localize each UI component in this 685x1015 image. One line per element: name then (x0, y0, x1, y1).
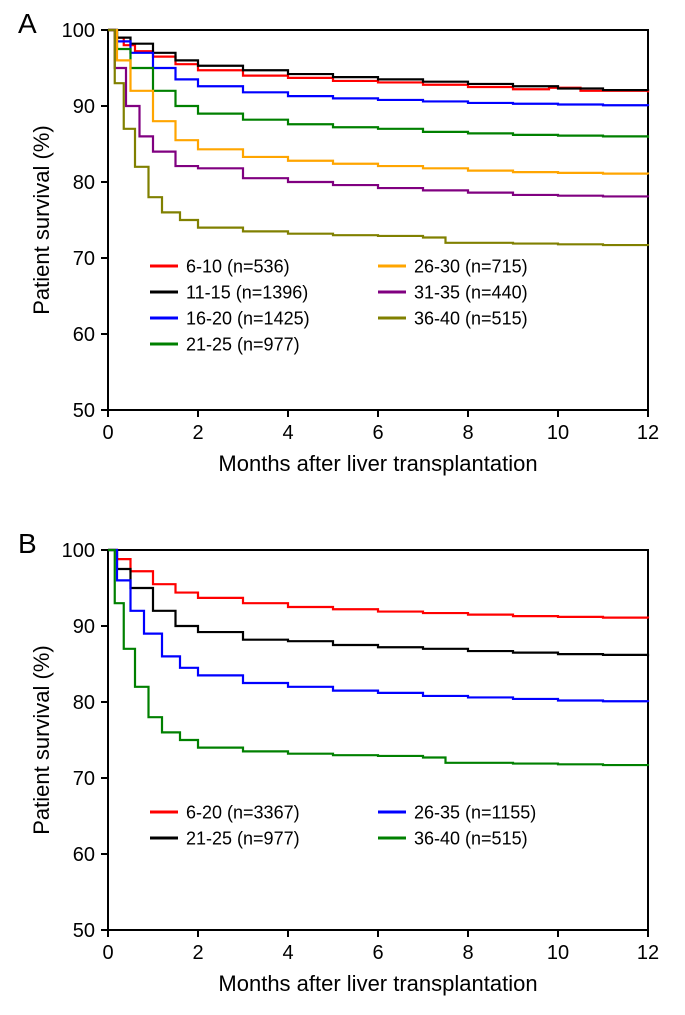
survival-curve (108, 550, 648, 656)
legend-label: 6-10 (n=536) (186, 256, 290, 276)
legend-label: 31-35 (n=440) (414, 282, 528, 302)
x-tick-label: 4 (282, 942, 293, 964)
y-tick-label: 60 (73, 324, 95, 346)
x-tick-label: 12 (637, 942, 659, 964)
y-axis-label: Patient survival (%) (29, 645, 54, 835)
survival-curve (108, 30, 648, 138)
x-tick-label: 6 (372, 942, 383, 964)
panel-b-chart: 0 2 4 6 8 10 12 50 60 70 80 90 100 Months after liver… (0, 520, 685, 1015)
x-tick-label: 10 (547, 942, 569, 964)
panel-a-label: A (18, 8, 37, 40)
legend-label: 26-35 (n=1155) (414, 802, 536, 822)
survival-curve (108, 30, 648, 246)
survival-curve (108, 550, 648, 766)
x-tick-label: 6 (372, 422, 383, 444)
x-tick-label: 4 (282, 422, 293, 444)
y-tick-label: 90 (73, 96, 95, 118)
x-tick-label: 0 (102, 942, 113, 964)
y-tick-label: 100 (62, 540, 95, 562)
legend-label: 21-25 (n=977) (186, 334, 300, 354)
y-tick-label: 90 (73, 616, 95, 638)
legend-label: 26-30 (n=715) (414, 256, 528, 276)
y-tick-label: 50 (73, 400, 95, 422)
y-tick-label: 70 (73, 248, 95, 270)
x-tick-label: 8 (462, 942, 473, 964)
survival-curve (108, 30, 648, 106)
x-tick-label: 2 (192, 942, 203, 964)
x-tick-label: 0 (102, 422, 113, 444)
x-axis-label: Months after liver transplantation (218, 451, 537, 476)
legend-label: 36-40 (n=515) (414, 828, 528, 848)
x-axis-label: Months after liver transplantation (218, 971, 537, 996)
y-tick-label: 100 (62, 20, 95, 42)
panel-b: B 0 2 4 6 8 10 12 50 60 70 80 90 100 Months after liv… (0, 520, 685, 1015)
legend-label: 16-20 (n=1425) (186, 308, 310, 328)
legend-label: 36-40 (n=515) (414, 308, 528, 328)
x-tick-label: 10 (547, 422, 569, 444)
figure: A 0246810125060708090100Months after liv… (0, 0, 685, 1015)
x-tick-label: 12 (637, 422, 659, 444)
x-tick-label: 8 (462, 422, 473, 444)
survival-curve (108, 30, 648, 174)
y-tick-label: 60 (73, 844, 95, 866)
panel-b-label: B (18, 528, 37, 560)
survival-curve (108, 550, 648, 618)
y-axis-label: Patient survival (%) (29, 125, 54, 315)
panel-a-chart: 0 2 4 6 8 10 12 50 60 70 80 90 100 Months after liver… (0, 0, 685, 495)
y-tick-label: 80 (73, 172, 95, 194)
y-tick-label: 70 (73, 768, 95, 790)
legend-label: 11-15 (n=1396) (186, 282, 308, 302)
x-tick-label: 2 (192, 422, 203, 444)
legend-label: 6-20 (n=3367) (186, 802, 300, 822)
legend-label: 21-25 (n=977) (186, 828, 300, 848)
y-tick-label: 80 (73, 692, 95, 714)
panel-a: A 0 2 4 6 8 10 12 50 60 70 80 90 100 Months after liv… (0, 0, 685, 495)
y-tick-label: 50 (73, 920, 95, 942)
